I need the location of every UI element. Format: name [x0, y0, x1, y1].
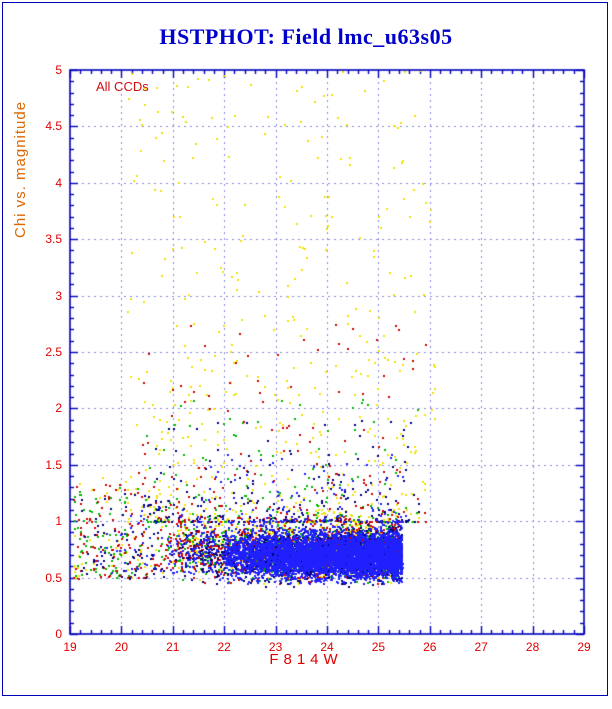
x-tick-label: 22 — [217, 640, 231, 654]
y-tick-label: 0 — [55, 627, 62, 641]
chart-annotation: All CCDs — [96, 79, 149, 94]
x-tick-label: 26 — [423, 640, 437, 654]
y-tick-label: 4 — [55, 175, 62, 190]
x-tick-label: 27 — [474, 640, 488, 654]
y-tick-label: 3 — [55, 288, 62, 303]
y-tick-label: 1 — [55, 514, 62, 529]
y-tick-label: 0.5 — [45, 570, 62, 585]
y-tick-label: 4.5 — [45, 119, 62, 134]
y-tick-label: 2.5 — [45, 345, 62, 359]
y-tick-label: 3.5 — [45, 232, 62, 247]
x-axis-label: F814W — [269, 651, 343, 668]
x-tick-label: 23 — [268, 640, 283, 654]
y-tick-label: 5 — [55, 63, 62, 77]
x-tick-label: 21 — [166, 640, 180, 654]
x-tick-label: 19 — [63, 640, 77, 654]
x-tick-label: 20 — [114, 640, 129, 654]
y-tick-label: 1.5 — [45, 457, 62, 472]
y-tick-label: 2 — [55, 401, 62, 416]
chart-title: HSTPHOT: Field lmc_u63s05 — [159, 24, 453, 49]
x-tick-label: 24 — [320, 640, 334, 654]
x-tick-label: 28 — [525, 640, 540, 654]
x-tick-label: 25 — [371, 640, 386, 654]
x-tick-label: 29 — [577, 640, 591, 654]
